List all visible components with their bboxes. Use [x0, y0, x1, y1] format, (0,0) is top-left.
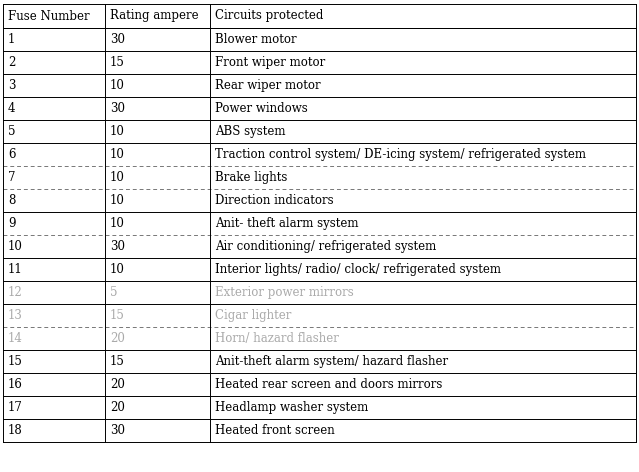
Text: Anit- theft alarm system: Anit- theft alarm system: [215, 217, 358, 230]
Text: 11: 11: [8, 263, 23, 276]
Text: 20: 20: [110, 378, 125, 391]
Text: 10: 10: [110, 148, 125, 161]
Text: Heated front screen: Heated front screen: [215, 424, 335, 437]
Text: 14: 14: [8, 332, 23, 345]
Text: Front wiper motor: Front wiper motor: [215, 56, 325, 69]
Text: 8: 8: [8, 194, 15, 207]
Text: 15: 15: [110, 355, 125, 368]
Text: 16: 16: [8, 378, 23, 391]
Text: 10: 10: [110, 125, 125, 138]
Text: Power windows: Power windows: [215, 102, 308, 115]
Text: 30: 30: [110, 424, 125, 437]
Text: 2: 2: [8, 56, 15, 69]
Text: Horn/ hazard flasher: Horn/ hazard flasher: [215, 332, 339, 345]
Text: 1: 1: [8, 33, 15, 46]
Text: Direction indicators: Direction indicators: [215, 194, 334, 207]
Text: Brake lights: Brake lights: [215, 171, 288, 184]
Text: Rear wiper motor: Rear wiper motor: [215, 79, 321, 92]
Text: Circuits protected: Circuits protected: [215, 9, 323, 23]
Text: 4: 4: [8, 102, 15, 115]
Text: 10: 10: [8, 240, 23, 253]
Text: 12: 12: [8, 286, 23, 299]
Text: 13: 13: [8, 309, 23, 322]
Text: 10: 10: [110, 263, 125, 276]
Text: 18: 18: [8, 424, 23, 437]
Text: 30: 30: [110, 240, 125, 253]
Text: 6: 6: [8, 148, 15, 161]
Text: Cigar lighter: Cigar lighter: [215, 309, 291, 322]
Text: Interior lights/ radio/ clock/ refrigerated system: Interior lights/ radio/ clock/ refrigera…: [215, 263, 501, 276]
Text: 10: 10: [110, 79, 125, 92]
Text: Exterior power mirrors: Exterior power mirrors: [215, 286, 354, 299]
Text: 5: 5: [8, 125, 15, 138]
Text: Air conditioning/ refrigerated system: Air conditioning/ refrigerated system: [215, 240, 436, 253]
Text: 20: 20: [110, 401, 125, 414]
Text: Headlamp washer system: Headlamp washer system: [215, 401, 368, 414]
Text: 9: 9: [8, 217, 15, 230]
Text: 10: 10: [110, 217, 125, 230]
Text: 3: 3: [8, 79, 15, 92]
Text: 10: 10: [110, 194, 125, 207]
Text: 7: 7: [8, 171, 15, 184]
Text: Traction control system/ DE-icing system/ refrigerated system: Traction control system/ DE-icing system…: [215, 148, 586, 161]
Text: 20: 20: [110, 332, 125, 345]
Text: 15: 15: [8, 355, 23, 368]
Text: Anit-theft alarm system/ hazard flasher: Anit-theft alarm system/ hazard flasher: [215, 355, 448, 368]
Text: Rating ampere: Rating ampere: [110, 9, 199, 23]
Text: 17: 17: [8, 401, 23, 414]
Text: 15: 15: [110, 56, 125, 69]
Text: 15: 15: [110, 309, 125, 322]
Text: Heated rear screen and doors mirrors: Heated rear screen and doors mirrors: [215, 378, 442, 391]
Text: Blower motor: Blower motor: [215, 33, 296, 46]
Text: ABS system: ABS system: [215, 125, 286, 138]
Text: Fuse Number: Fuse Number: [8, 9, 89, 23]
Text: 30: 30: [110, 102, 125, 115]
Text: 30: 30: [110, 33, 125, 46]
Text: 10: 10: [110, 171, 125, 184]
Text: 5: 5: [110, 286, 118, 299]
